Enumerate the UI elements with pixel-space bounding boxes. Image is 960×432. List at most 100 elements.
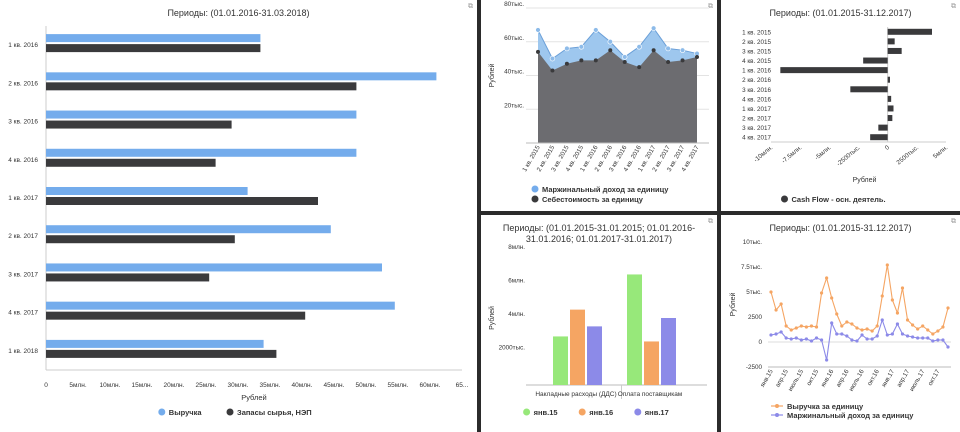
- data-point: [799, 338, 803, 342]
- bar: [887, 28, 932, 35]
- tick-label: 10млн.: [100, 382, 121, 389]
- tick-label: 2000тыс.: [499, 345, 526, 352]
- data-point: [855, 339, 859, 343]
- data-point: [870, 337, 874, 341]
- chart-title: Периоды: (01.01.2016-31.03.2018): [167, 8, 310, 18]
- tick-label: 3 кв. 2017: [8, 271, 38, 278]
- axis-label: Рублей: [853, 176, 877, 184]
- bar: [46, 301, 395, 310]
- data-point: [926, 336, 930, 340]
- chart-cashflow: 1 кв. 2015 2 кв. 2015 3 кв. 2015 4 кв. 2015…: [742, 27, 950, 204]
- bar: [46, 120, 232, 129]
- data-point: [941, 338, 945, 342]
- tick-label: июль.15: [787, 368, 805, 393]
- panel-expenses: Периоды: (01.01.2015-31.01.2015; 01.01.2…: [481, 215, 717, 432]
- bar: [887, 76, 890, 83]
- data-point: [809, 324, 814, 328]
- bar: [46, 197, 318, 205]
- legend-marker: [775, 413, 779, 417]
- bar: [878, 124, 888, 131]
- legend-label: Себестоимость за единицу: [542, 195, 644, 204]
- tick-label: окт.16: [866, 368, 881, 387]
- legend-label: Маржинальный доход за единицу: [542, 185, 669, 194]
- data-point: [593, 58, 598, 63]
- data-point: [850, 322, 854, 326]
- data-point: [593, 27, 599, 33]
- data-point: [804, 337, 808, 341]
- chart-title: Периоды: (01.01.2015-31.12.2017): [769, 223, 912, 233]
- tick-label: 1 кв. 2016: [742, 68, 771, 75]
- expand-icon[interactable]: ⧉: [708, 218, 713, 225]
- tick-label: 4млн.: [508, 311, 525, 318]
- data-point: [860, 333, 864, 337]
- data-point: [890, 332, 894, 336]
- data-point: [875, 334, 879, 338]
- expand-icon[interactable]: ⧉: [951, 3, 956, 10]
- data-point: [804, 325, 808, 329]
- data-point: [651, 48, 656, 53]
- data-point: [855, 326, 859, 330]
- expand-icon[interactable]: ⧉: [708, 3, 713, 10]
- expand-icon[interactable]: ⧉: [468, 3, 473, 10]
- axis-label: Рублей: [488, 306, 496, 330]
- legend-label: Выручка: [169, 408, 203, 417]
- data-point: [769, 333, 773, 337]
- tick-label: 3 кв. 2016: [742, 87, 771, 94]
- tick-label: апр.15: [774, 368, 790, 389]
- tick-label: 20тыс.: [504, 102, 524, 109]
- tick-label: 20млн.: [164, 382, 185, 389]
- data-point: [665, 45, 671, 52]
- data-point: [799, 324, 803, 328]
- tick-label: -2500: [746, 364, 763, 371]
- chart-title: Периоды: (01.01.2015-31.01.2015; 01.01.2…: [502, 223, 696, 244]
- tick-label: 5млн.: [932, 144, 950, 160]
- tick-label: 0: [884, 144, 892, 152]
- area-series: [538, 50, 697, 143]
- chart-revenue-stock: 0 5млн. 10млн. 15млн. 20млн. 25млн. 30млн. 35мл…: [8, 26, 469, 417]
- tick-label: 6млн.: [508, 278, 525, 285]
- tick-label: апр.17: [896, 368, 912, 389]
- data-point: [819, 291, 824, 295]
- data-point: [819, 338, 824, 342]
- data-point: [636, 44, 642, 50]
- chart-unit-revenue: -2500 0 2500 5тыс. 7.5тыс. 10тыс. янв.15 апр.15…: [729, 239, 951, 420]
- data-point: [941, 325, 945, 329]
- data-point: [579, 58, 584, 63]
- tick-label: 80тыс.: [504, 1, 524, 8]
- bar: [887, 105, 894, 112]
- tick-label: апр.16: [835, 368, 851, 389]
- data-point: [622, 60, 627, 64]
- data-point: [637, 65, 642, 70]
- panel-margin-cost: ⧉ 20тыс. 40тыс. 60тыс. 80тыс. 1 кв. 2015 2 кв…: [481, 0, 717, 211]
- data-point: [779, 302, 783, 306]
- data-point: [931, 332, 935, 336]
- data-point: [814, 325, 819, 329]
- data-point: [535, 27, 541, 33]
- tick-label: 60тыс.: [504, 35, 524, 42]
- data-point: [921, 336, 925, 340]
- bar: [780, 67, 888, 74]
- data-point: [680, 58, 685, 63]
- tick-label: 2 кв. 2017: [742, 116, 771, 123]
- bar: [46, 225, 331, 234]
- axis-label: Рублей: [241, 393, 267, 402]
- tick-label: 1 кв. 2017: [742, 106, 771, 113]
- expand-icon[interactable]: ⧉: [951, 218, 956, 225]
- tick-label: 40тыс.: [504, 69, 524, 76]
- tick-label: 30млн.: [228, 382, 249, 389]
- tick-label: -5млн.: [814, 144, 833, 162]
- bar: [46, 72, 437, 81]
- tick-label: 5млн.: [69, 382, 86, 389]
- data-point: [774, 308, 778, 312]
- data-point: [666, 60, 671, 64]
- bar: [570, 309, 585, 385]
- data-point: [875, 324, 879, 328]
- legend-marker: [226, 408, 234, 416]
- tick-label: 45млн.: [324, 382, 345, 389]
- panel-cashflow: Периоды: (01.01.2015-31.12.2017) ⧉ 1 кв.…: [721, 0, 960, 211]
- tick-label: янв.17: [881, 368, 897, 388]
- data-point: [779, 330, 783, 334]
- data-point: [850, 338, 854, 342]
- tick-label: янв.16: [820, 368, 836, 388]
- data-point: [830, 296, 834, 300]
